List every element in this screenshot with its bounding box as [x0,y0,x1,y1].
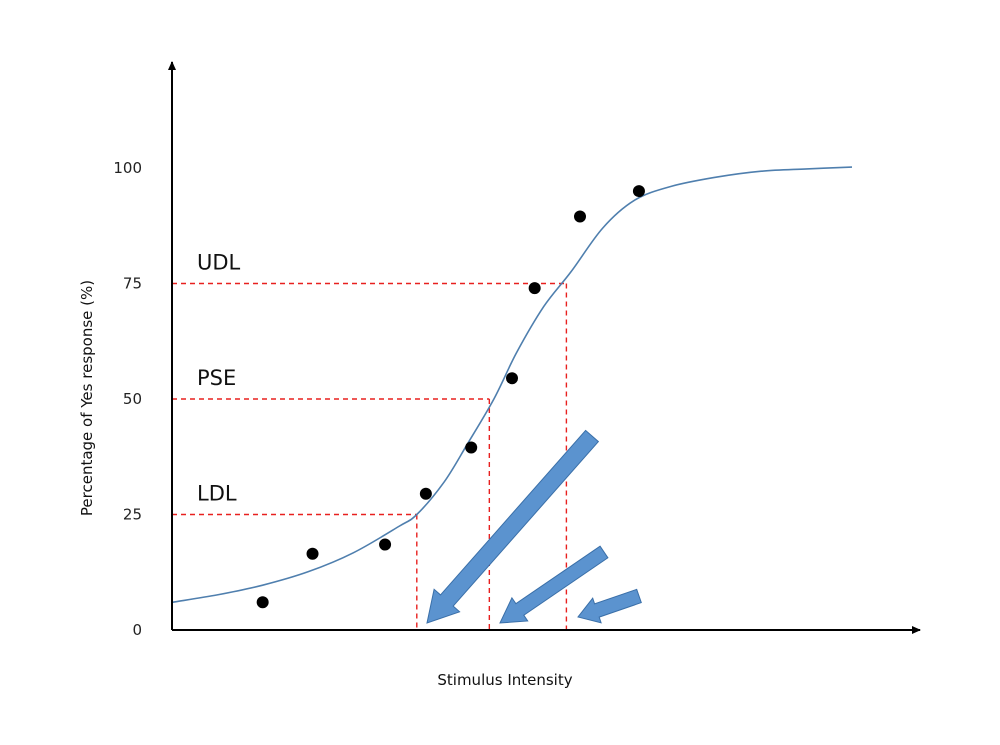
y-tick-label: 50 [123,390,142,408]
annotation-arrows [426,429,642,624]
y-tick-label: 25 [123,506,142,524]
data-point [632,185,645,198]
pointer-arrow [499,545,609,624]
data-point [465,441,478,454]
y-tick-label: 100 [113,159,142,177]
data-point [379,538,392,551]
pointer-arrow [426,429,600,624]
psychometric-curve [171,166,853,604]
x-axis-title: Stimulus Intensity [437,671,572,689]
y-tick-label: 0 [132,621,142,639]
pointer-arrow [577,588,642,624]
data-point [528,282,541,295]
y-axis-title: Percentage of Yes response (%) [78,280,96,516]
data-point [506,372,518,385]
data-points [256,185,645,609]
data-point [574,210,586,223]
data-point [306,547,319,560]
threshold-labels: UDL PSE LDL [197,251,241,506]
threshold-label-udl: UDL [197,251,241,275]
threshold-label-pse: PSE [197,366,236,390]
y-tick-label: 75 [123,275,142,293]
threshold-label-ldl: LDL [197,482,237,506]
y-tick-labels: 0 25 50 75 100 [113,159,142,639]
threshold-lines [172,282,568,630]
data-point [419,487,432,500]
data-point [256,596,269,609]
